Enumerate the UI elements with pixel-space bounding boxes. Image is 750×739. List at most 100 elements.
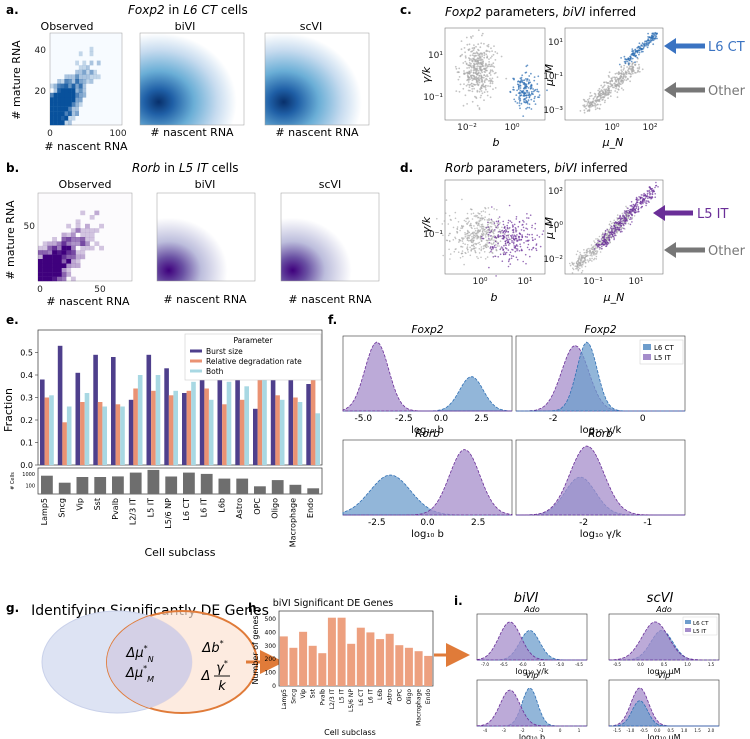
scatter-point [462, 238, 464, 241]
scatter-point [462, 255, 464, 258]
scatter-point [454, 65, 457, 68]
scatter-point [463, 70, 465, 72]
h-xticks: Lamp5 Sncg Vip Sst Pvalb L2/3 IT L5 IT L5/6 NP L… [281, 688, 432, 726]
panel-label-c: c. [400, 3, 412, 17]
cells-bar [183, 472, 195, 494]
scatter-point [603, 101, 606, 104]
scatter-point [600, 90, 602, 92]
heat-cell [50, 106, 54, 112]
scatter-point [459, 257, 462, 259]
scatter-point [638, 70, 641, 73]
heat-cell [42, 276, 48, 282]
scatter-point [648, 189, 650, 192]
scatter-point [571, 262, 574, 265]
scatter-point [480, 240, 483, 242]
scatter-point [613, 230, 616, 232]
heat-cell [68, 88, 72, 93]
scatter-point [622, 68, 625, 71]
scatter-point [638, 210, 640, 213]
scatter-point [631, 217, 634, 219]
scatter-point [513, 241, 515, 243]
scatter-point [524, 101, 527, 104]
x-axis-label: b [491, 291, 498, 304]
scatter-point [647, 44, 649, 47]
scatter-point [592, 97, 595, 100]
scatter-point [630, 208, 633, 211]
scatter-point [449, 253, 452, 255]
cells-axis-label: # Cells [10, 472, 16, 490]
scatter-point [602, 236, 605, 238]
heat-cell [66, 250, 72, 255]
xtick-label: OPC [253, 498, 262, 515]
scatter-point [595, 246, 597, 248]
scatter-point [574, 265, 577, 268]
scatter-point [585, 251, 588, 253]
scatter-point [470, 224, 473, 227]
scatter-point [471, 238, 473, 241]
scatter-point [627, 68, 630, 71]
scatter-point [627, 63, 630, 66]
bar-burst-size [306, 384, 311, 465]
xtick-label: 2.5 [471, 518, 485, 528]
heat-cell [68, 102, 72, 107]
scatter-point [617, 79, 620, 82]
heat-cell [56, 259, 62, 264]
scatter-point [522, 219, 524, 222]
scatter-point [598, 240, 600, 243]
heat-cell [60, 88, 65, 93]
scatter-point [473, 83, 476, 86]
xtick-label: L2/3 IT [329, 689, 336, 710]
scatter-point [477, 29, 480, 32]
scatter-point [477, 57, 480, 60]
scatter-point [600, 93, 602, 95]
scatter-point [644, 197, 647, 199]
scatter-point [471, 47, 474, 50]
legend-l5it: L5 IT [693, 629, 707, 635]
heatmap-observed [38, 210, 104, 282]
scatter-point [452, 226, 455, 229]
heat-cell [50, 97, 54, 103]
heat-cell [86, 69, 90, 75]
scatter-point [500, 246, 503, 248]
scatter-point [491, 219, 493, 222]
scatter-point [533, 97, 536, 100]
scatter-point [468, 48, 471, 50]
scatter-point [477, 236, 480, 238]
scatter-point [577, 257, 580, 260]
scatter-point [464, 60, 467, 63]
scatter-point [615, 76, 618, 79]
bar-burst-size [253, 408, 258, 466]
scatter-point [586, 103, 589, 105]
heat-cell [80, 228, 86, 233]
scatter-point [619, 74, 622, 77]
scatter-point [513, 246, 516, 249]
heat-cell [38, 272, 43, 277]
scatter-point [485, 244, 488, 246]
scatter-point [468, 236, 470, 239]
scatter-point [472, 64, 475, 67]
scatter-point [482, 65, 484, 67]
scatter-point [631, 57, 634, 60]
bar-de-genes [376, 639, 385, 686]
cells-bar [289, 484, 302, 494]
scatter-point [467, 248, 469, 251]
density-l5it [476, 689, 587, 727]
xtick-label: Sst [310, 688, 317, 698]
scatter-point [455, 248, 457, 250]
scatter-point [642, 43, 645, 45]
scatter-point [476, 227, 478, 229]
scatter-point [442, 234, 444, 237]
scatter-point [638, 51, 641, 54]
scatter-point [523, 79, 526, 82]
scatter-point [489, 57, 492, 59]
heat-cell [71, 88, 76, 93]
scatter-point [608, 239, 610, 241]
density-l5it [476, 621, 587, 661]
scatter-point [461, 246, 464, 248]
scatter-point [501, 260, 504, 263]
scatter-point [474, 235, 477, 237]
scatter-point [526, 217, 528, 219]
heat-cell [38, 254, 43, 260]
scatter-point [484, 71, 487, 73]
